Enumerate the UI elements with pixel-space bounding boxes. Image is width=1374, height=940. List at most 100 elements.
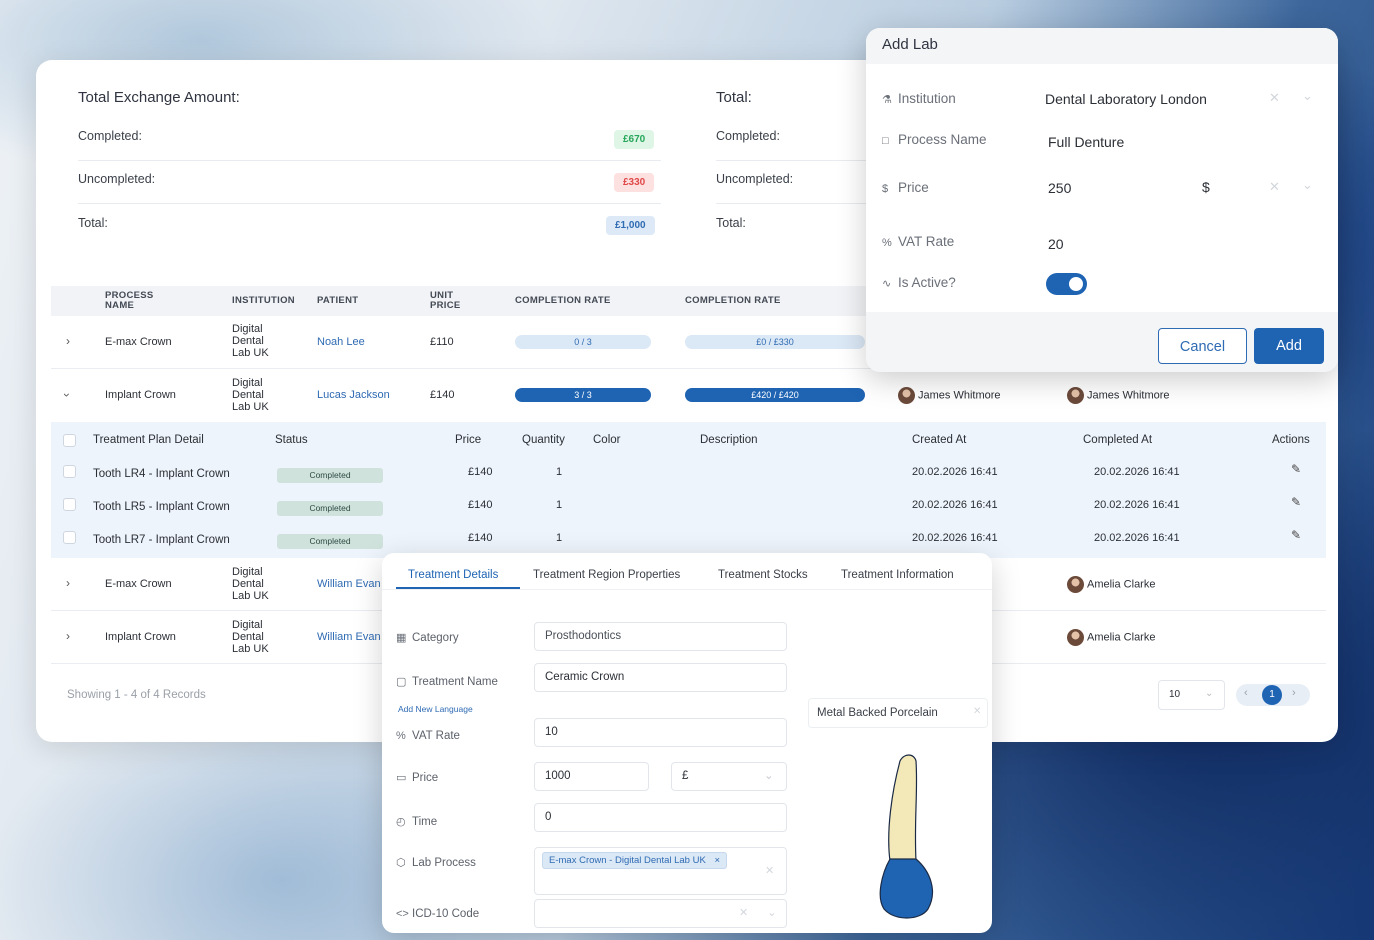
clear-icon[interactable]: ✕ — [739, 907, 749, 919]
created-at: 20.02.2026 16:41 — [912, 532, 998, 544]
patient-link[interactable]: William Evan — [317, 631, 381, 643]
clear-icon[interactable]: ✕ — [973, 706, 982, 717]
code-icon: <> — [396, 908, 409, 920]
process-name-input[interactable]: Full Denture — [1048, 134, 1125, 150]
institution-select[interactable]: Dental Laboratory London — [1045, 91, 1207, 107]
currency-select[interactable]: $ — [1202, 179, 1210, 195]
category-input[interactable]: Prosthodontics — [534, 622, 787, 651]
unit-price: £140 — [430, 389, 455, 401]
price-input[interactable]: 1000 — [534, 762, 649, 791]
completion-amount-bar: £0 / £330 — [685, 335, 865, 349]
row-checkbox[interactable] — [63, 465, 76, 478]
tab-treatment-details[interactable]: Treatment Details — [408, 569, 499, 581]
next-page-icon[interactable]: › — [1292, 687, 1296, 699]
treatment-link[interactable]: Tooth LR5 - Implant Crown — [93, 501, 230, 513]
institution: Digital Dental Lab UK — [232, 619, 269, 655]
uncompleted-label: Uncompleted: — [716, 172, 794, 186]
page-size-select[interactable]: 10 ⌄ — [1158, 680, 1225, 710]
completed-by-user: James Whitmore — [1067, 387, 1170, 404]
unit-price: £110 — [430, 336, 454, 348]
col-created-at: Created At — [912, 434, 967, 446]
currency-select[interactable]: £ ⌄ — [671, 762, 787, 791]
clock-icon: ◴ — [396, 816, 406, 828]
avatar — [1067, 387, 1084, 404]
price-input[interactable]: 250 — [1048, 180, 1072, 196]
completed-amount-badge: £670 — [614, 130, 655, 149]
remove-tag-icon[interactable]: × — [714, 855, 721, 866]
treatment-details-panel: Treatment Details Treatment Region Prope… — [382, 553, 992, 933]
treatment-plan-detail: Treatment Plan Detail Status Price Quant… — [51, 422, 1326, 558]
price: £140 — [468, 499, 493, 511]
patient-link[interactable]: William Evan — [317, 578, 381, 590]
chevron-down-icon[interactable]: ⌄ — [1302, 88, 1313, 103]
col-completion-rate[interactable]: COMPLETION RATE — [515, 295, 611, 306]
col-patient[interactable]: PATIENT — [317, 295, 359, 306]
avatar — [1067, 576, 1084, 593]
edit-icon[interactable]: ✎ — [1291, 528, 1302, 542]
tab-treatment-region-properties[interactable]: Treatment Region Properties — [533, 569, 681, 581]
patient-link[interactable]: Lucas Jackson — [317, 389, 390, 401]
flask-icon: ⚗ — [882, 94, 892, 106]
expand-chevron-icon[interactable]: › — [66, 576, 70, 590]
col-unit-price[interactable]: UNIT PRICE — [430, 290, 461, 311]
tab-treatment-information[interactable]: Treatment Information — [841, 569, 954, 581]
completed-label: Completed: — [78, 129, 142, 143]
avatar — [1067, 629, 1084, 646]
chevron-down-icon[interactable]: ⌄ — [1302, 177, 1313, 192]
add-button[interactable]: Add — [1254, 328, 1324, 364]
divider — [78, 203, 661, 204]
expand-chevron-icon[interactable]: › — [66, 334, 70, 348]
row-checkbox[interactable] — [63, 498, 76, 511]
expand-chevron-icon[interactable]: › — [66, 629, 70, 643]
tab-treatment-stocks[interactable]: Treatment Stocks — [718, 569, 808, 581]
edit-icon[interactable]: ✎ — [1291, 495, 1302, 509]
prev-page-icon[interactable]: ‹ — [1244, 687, 1248, 699]
collapse-chevron-icon[interactable]: › — [60, 393, 74, 397]
col-detail: Treatment Plan Detail — [93, 434, 204, 446]
tag-label: E-max Crown - Digital Dental Lab UK — [549, 855, 706, 866]
time-input[interactable]: 0 — [534, 803, 787, 832]
row-checkbox[interactable] — [63, 531, 76, 544]
edit-icon[interactable]: ✎ — [1291, 462, 1302, 476]
dollar-icon: $ — [882, 183, 889, 195]
time-label: ◴ Time — [396, 815, 437, 828]
quantity: 1 — [556, 499, 563, 511]
treatment-link[interactable]: Tooth LR7 - Implant Crown — [93, 534, 230, 546]
institution-label: ⚗ Institution — [882, 91, 956, 106]
add-language-link[interactable]: Add New Language — [398, 704, 473, 714]
col-completion-rate-amount[interactable]: COMPLETION RATE — [685, 295, 781, 306]
page-button-current[interactable]: 1 — [1262, 685, 1282, 705]
vat-rate-input[interactable]: 20 — [1048, 236, 1064, 252]
label-text: VAT Rate — [412, 730, 460, 742]
quantity: 1 — [556, 466, 563, 478]
total-label: Total: — [78, 216, 108, 230]
institution: Digital Dental Lab UK — [232, 566, 269, 602]
material-value: Metal Backed Porcelain — [817, 707, 938, 719]
material-select[interactable]: Metal Backed Porcelain ✕ — [808, 698, 988, 728]
treatment-link[interactable]: Tooth LR4 - Implant Crown — [93, 468, 230, 480]
col-institution[interactable]: INSTITUTION — [232, 295, 295, 306]
user-name: James Whitmore — [918, 389, 1001, 402]
total-amount-badge: £1,000 — [606, 216, 655, 235]
cancel-button[interactable]: Cancel — [1158, 328, 1247, 364]
icd10-select[interactable]: ✕ ⌄ — [534, 899, 787, 928]
col-process-name[interactable]: PROCESS NAME — [105, 290, 154, 311]
label-text: ICD-10 Code — [412, 908, 480, 920]
select-all-checkbox[interactable] — [63, 434, 76, 447]
vat-rate-input[interactable]: 10 — [534, 718, 787, 747]
clear-icon[interactable]: ✕ — [765, 865, 775, 877]
assigned-user: James Whitmore — [898, 387, 1001, 404]
treatment-name-input[interactable]: Ceramic Crown — [534, 663, 787, 692]
is-active-toggle[interactable] — [1046, 273, 1087, 295]
created-at: 20.02.2026 16:41 — [912, 499, 998, 511]
add-lab-modal: Add Lab ⚗ Institution Dental Laboratory L… — [866, 28, 1338, 372]
col-quantity: Quantity — [522, 434, 565, 446]
process-name: Implant Crown — [105, 389, 176, 401]
patient-link[interactable]: Noah Lee — [317, 336, 365, 348]
tooth-illustration — [879, 754, 933, 919]
label-text: Time — [412, 816, 438, 828]
icd10-label: <> ICD-10 Code — [396, 908, 479, 920]
clear-icon[interactable]: ✕ — [1269, 90, 1280, 105]
chevron-down-icon: ⌄ — [764, 770, 774, 782]
clear-icon[interactable]: ✕ — [1269, 179, 1280, 194]
